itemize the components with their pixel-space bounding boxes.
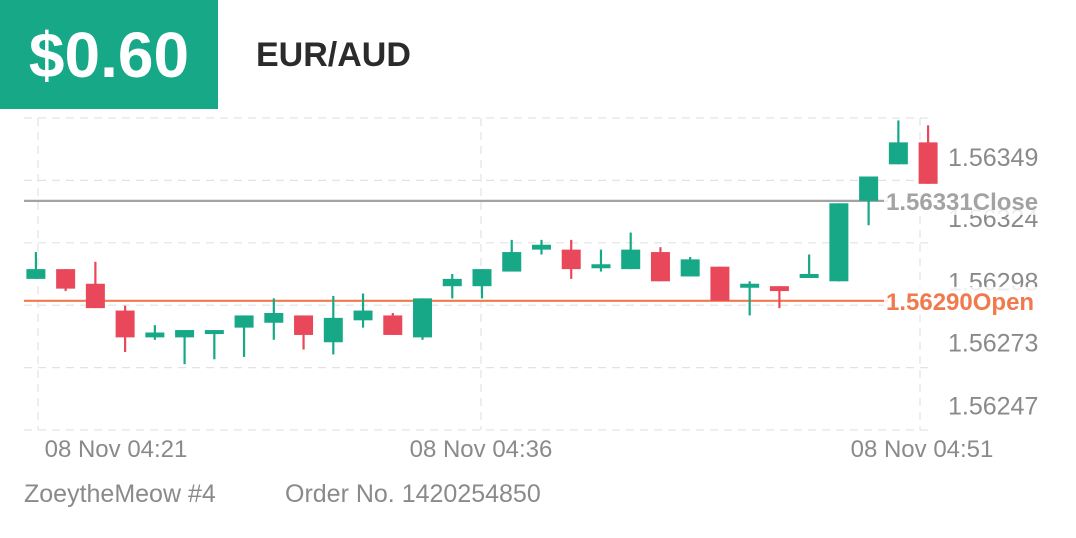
- candle-body: [650, 252, 670, 282]
- candle-body: [472, 269, 492, 287]
- candle-up: [591, 249, 611, 272]
- candle-up: [799, 254, 819, 278]
- candle-body: [621, 249, 641, 270]
- candle-up: [888, 120, 908, 165]
- candle-down: [56, 269, 76, 292]
- candle-down: [918, 125, 938, 184]
- candle-body: [442, 278, 462, 287]
- candle-up: [859, 176, 879, 226]
- candle-up: [264, 298, 284, 340]
- candle-down: [115, 305, 135, 352]
- candle-up: [829, 203, 849, 282]
- candle-down: [383, 313, 403, 335]
- candles: [26, 120, 938, 365]
- candle-body: [204, 330, 224, 335]
- candle-down: [85, 261, 105, 309]
- candle-down: [650, 247, 670, 282]
- x-axis: 08 Nov 04:21 08 Nov 04:36 08 Nov 04:51: [45, 436, 994, 463]
- order-number: Order No. 1420254850: [285, 480, 541, 508]
- candle-up: [204, 330, 224, 360]
- candle-body: [234, 315, 254, 328]
- candle-body: [591, 264, 611, 269]
- candle-up: [531, 239, 551, 255]
- candle-body: [888, 142, 908, 165]
- candle-down: [710, 266, 730, 301]
- candle-up: [472, 269, 492, 299]
- candle-body: [383, 315, 403, 335]
- candle-body: [769, 286, 789, 292]
- y-tick-label: 1.56273: [948, 329, 1038, 357]
- candle-up: [740, 281, 760, 316]
- candle-up: [323, 295, 343, 355]
- profit-value: $0.60: [28, 18, 190, 91]
- candle-body: [264, 313, 284, 323]
- candle-body: [829, 203, 849, 282]
- close-price-label: 1.56331Close: [886, 189, 1038, 216]
- candle-body: [413, 298, 433, 338]
- open-price-label: 1.56290Open: [886, 289, 1034, 316]
- price-line-labels: 1.56331Close 1.56290Open: [884, 186, 1040, 316]
- candle-body: [145, 332, 165, 338]
- currency-pair: EUR/AUD: [256, 36, 411, 74]
- candle-up: [680, 256, 700, 277]
- candle-body: [323, 317, 343, 343]
- candle-up: [234, 315, 254, 357]
- candle-body: [26, 269, 46, 279]
- candle-up: [175, 330, 195, 365]
- candle-up: [145, 325, 165, 340]
- candle-body: [680, 259, 700, 277]
- candle-body: [531, 244, 551, 250]
- candle-body: [859, 176, 879, 201]
- candle-down: [294, 315, 314, 350]
- candle-body: [561, 249, 581, 270]
- candle-up: [26, 252, 46, 279]
- candle-up: [442, 274, 462, 299]
- candle-body: [294, 315, 314, 335]
- candle-up: [502, 239, 522, 272]
- x-tick-label: 08 Nov 04:21: [45, 436, 188, 463]
- x-tick-label: 08 Nov 04:36: [410, 436, 553, 463]
- candle-body: [799, 274, 819, 278]
- candle-down: [769, 286, 789, 309]
- candle-body: [740, 283, 760, 288]
- username: ZoeytheMeow #4: [24, 480, 216, 508]
- candle-body: [918, 142, 938, 184]
- candle-body: [115, 310, 135, 338]
- candle-body: [502, 252, 522, 272]
- candle-body: [56, 269, 76, 289]
- open-label-bg: [884, 286, 1040, 315]
- candle-body: [353, 310, 373, 321]
- candle-body: [85, 283, 105, 309]
- close-label-bg: [884, 186, 1040, 215]
- candle-body: [175, 330, 195, 338]
- profit-badge: $0.60: [0, 0, 218, 109]
- candle-up: [621, 232, 641, 270]
- candle-body: [710, 266, 730, 301]
- candle-up: [413, 298, 433, 340]
- y-tick-label: 1.56349: [948, 144, 1038, 172]
- candle-down: [561, 239, 581, 279]
- x-tick-label: 08 Nov 04:51: [851, 436, 994, 463]
- price-lines: [24, 199, 888, 302]
- y-tick-label: 1.56247: [948, 393, 1038, 421]
- candle-up: [353, 293, 373, 328]
